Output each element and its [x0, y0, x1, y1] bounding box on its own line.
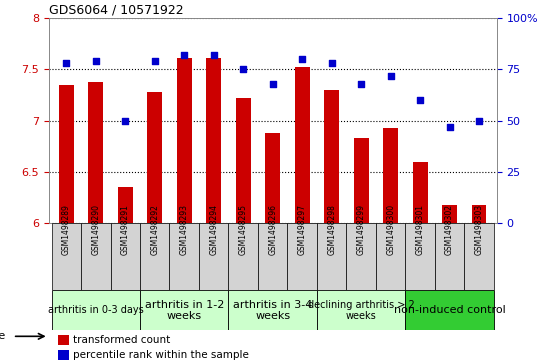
- Point: [121, 118, 130, 123]
- FancyBboxPatch shape: [111, 223, 140, 290]
- FancyBboxPatch shape: [170, 223, 199, 290]
- Point: [475, 118, 483, 123]
- Bar: [59, 85, 73, 223]
- Point: [327, 60, 336, 66]
- Text: arthritis in 1-2
weeks: arthritis in 1-2 weeks: [145, 299, 224, 321]
- Point: [210, 52, 218, 58]
- FancyBboxPatch shape: [406, 223, 435, 290]
- Text: GSM1498290: GSM1498290: [91, 204, 100, 256]
- FancyBboxPatch shape: [287, 223, 317, 290]
- Bar: [147, 92, 162, 223]
- Bar: [472, 205, 487, 223]
- FancyBboxPatch shape: [464, 223, 494, 290]
- Bar: [118, 187, 133, 223]
- FancyBboxPatch shape: [228, 290, 317, 330]
- Text: non-induced control: non-induced control: [394, 305, 505, 315]
- Bar: [177, 58, 192, 223]
- FancyBboxPatch shape: [51, 290, 140, 330]
- Point: [446, 124, 454, 130]
- Point: [357, 81, 366, 87]
- Text: GSM1498301: GSM1498301: [416, 204, 424, 256]
- Point: [239, 66, 247, 72]
- Point: [386, 73, 395, 78]
- FancyBboxPatch shape: [81, 223, 111, 290]
- Text: time: time: [0, 331, 6, 341]
- Text: GSM1498299: GSM1498299: [356, 204, 366, 256]
- Point: [91, 58, 100, 64]
- Text: GSM1498294: GSM1498294: [209, 204, 218, 256]
- Bar: [295, 68, 309, 223]
- Text: transformed count: transformed count: [73, 335, 171, 345]
- Text: GSM1498300: GSM1498300: [386, 204, 395, 256]
- Text: GDS6064 / 10571922: GDS6064 / 10571922: [49, 4, 183, 17]
- FancyBboxPatch shape: [317, 223, 347, 290]
- FancyBboxPatch shape: [435, 223, 464, 290]
- Text: GSM1498289: GSM1498289: [62, 205, 71, 256]
- Text: GSM1498296: GSM1498296: [268, 204, 277, 256]
- Text: GSM1498303: GSM1498303: [475, 204, 484, 256]
- FancyBboxPatch shape: [140, 290, 228, 330]
- Point: [151, 58, 159, 64]
- Bar: [206, 58, 221, 223]
- FancyBboxPatch shape: [406, 290, 494, 330]
- FancyBboxPatch shape: [317, 290, 406, 330]
- Bar: [442, 205, 457, 223]
- FancyBboxPatch shape: [228, 223, 258, 290]
- Text: GSM1498293: GSM1498293: [180, 204, 189, 256]
- Bar: [325, 90, 339, 223]
- Text: GSM1498291: GSM1498291: [121, 205, 130, 256]
- Bar: [58, 335, 69, 345]
- Bar: [383, 128, 398, 223]
- Point: [416, 97, 424, 103]
- FancyBboxPatch shape: [258, 223, 287, 290]
- FancyBboxPatch shape: [140, 223, 170, 290]
- Bar: [89, 82, 103, 223]
- Text: percentile rank within the sample: percentile rank within the sample: [73, 350, 249, 360]
- Point: [180, 52, 188, 58]
- Text: GSM1498295: GSM1498295: [239, 204, 248, 256]
- Point: [298, 56, 307, 62]
- Text: arthritis in 0-3 days: arthritis in 0-3 days: [48, 305, 144, 315]
- Text: declining arthritis > 2
weeks: declining arthritis > 2 weeks: [308, 299, 415, 321]
- FancyBboxPatch shape: [376, 223, 406, 290]
- Text: GSM1498292: GSM1498292: [150, 205, 159, 256]
- Point: [62, 60, 71, 66]
- Bar: [413, 162, 428, 223]
- FancyBboxPatch shape: [199, 223, 228, 290]
- Text: arthritis in 3-4
weeks: arthritis in 3-4 weeks: [233, 299, 312, 321]
- FancyBboxPatch shape: [51, 223, 81, 290]
- FancyBboxPatch shape: [347, 223, 376, 290]
- Text: GSM1498298: GSM1498298: [327, 205, 336, 256]
- Text: GSM1498297: GSM1498297: [298, 204, 307, 256]
- Point: [268, 81, 277, 87]
- Bar: [236, 98, 251, 223]
- Bar: [265, 133, 280, 223]
- Bar: [354, 138, 368, 223]
- Text: GSM1498302: GSM1498302: [445, 204, 454, 256]
- Bar: [58, 350, 69, 360]
